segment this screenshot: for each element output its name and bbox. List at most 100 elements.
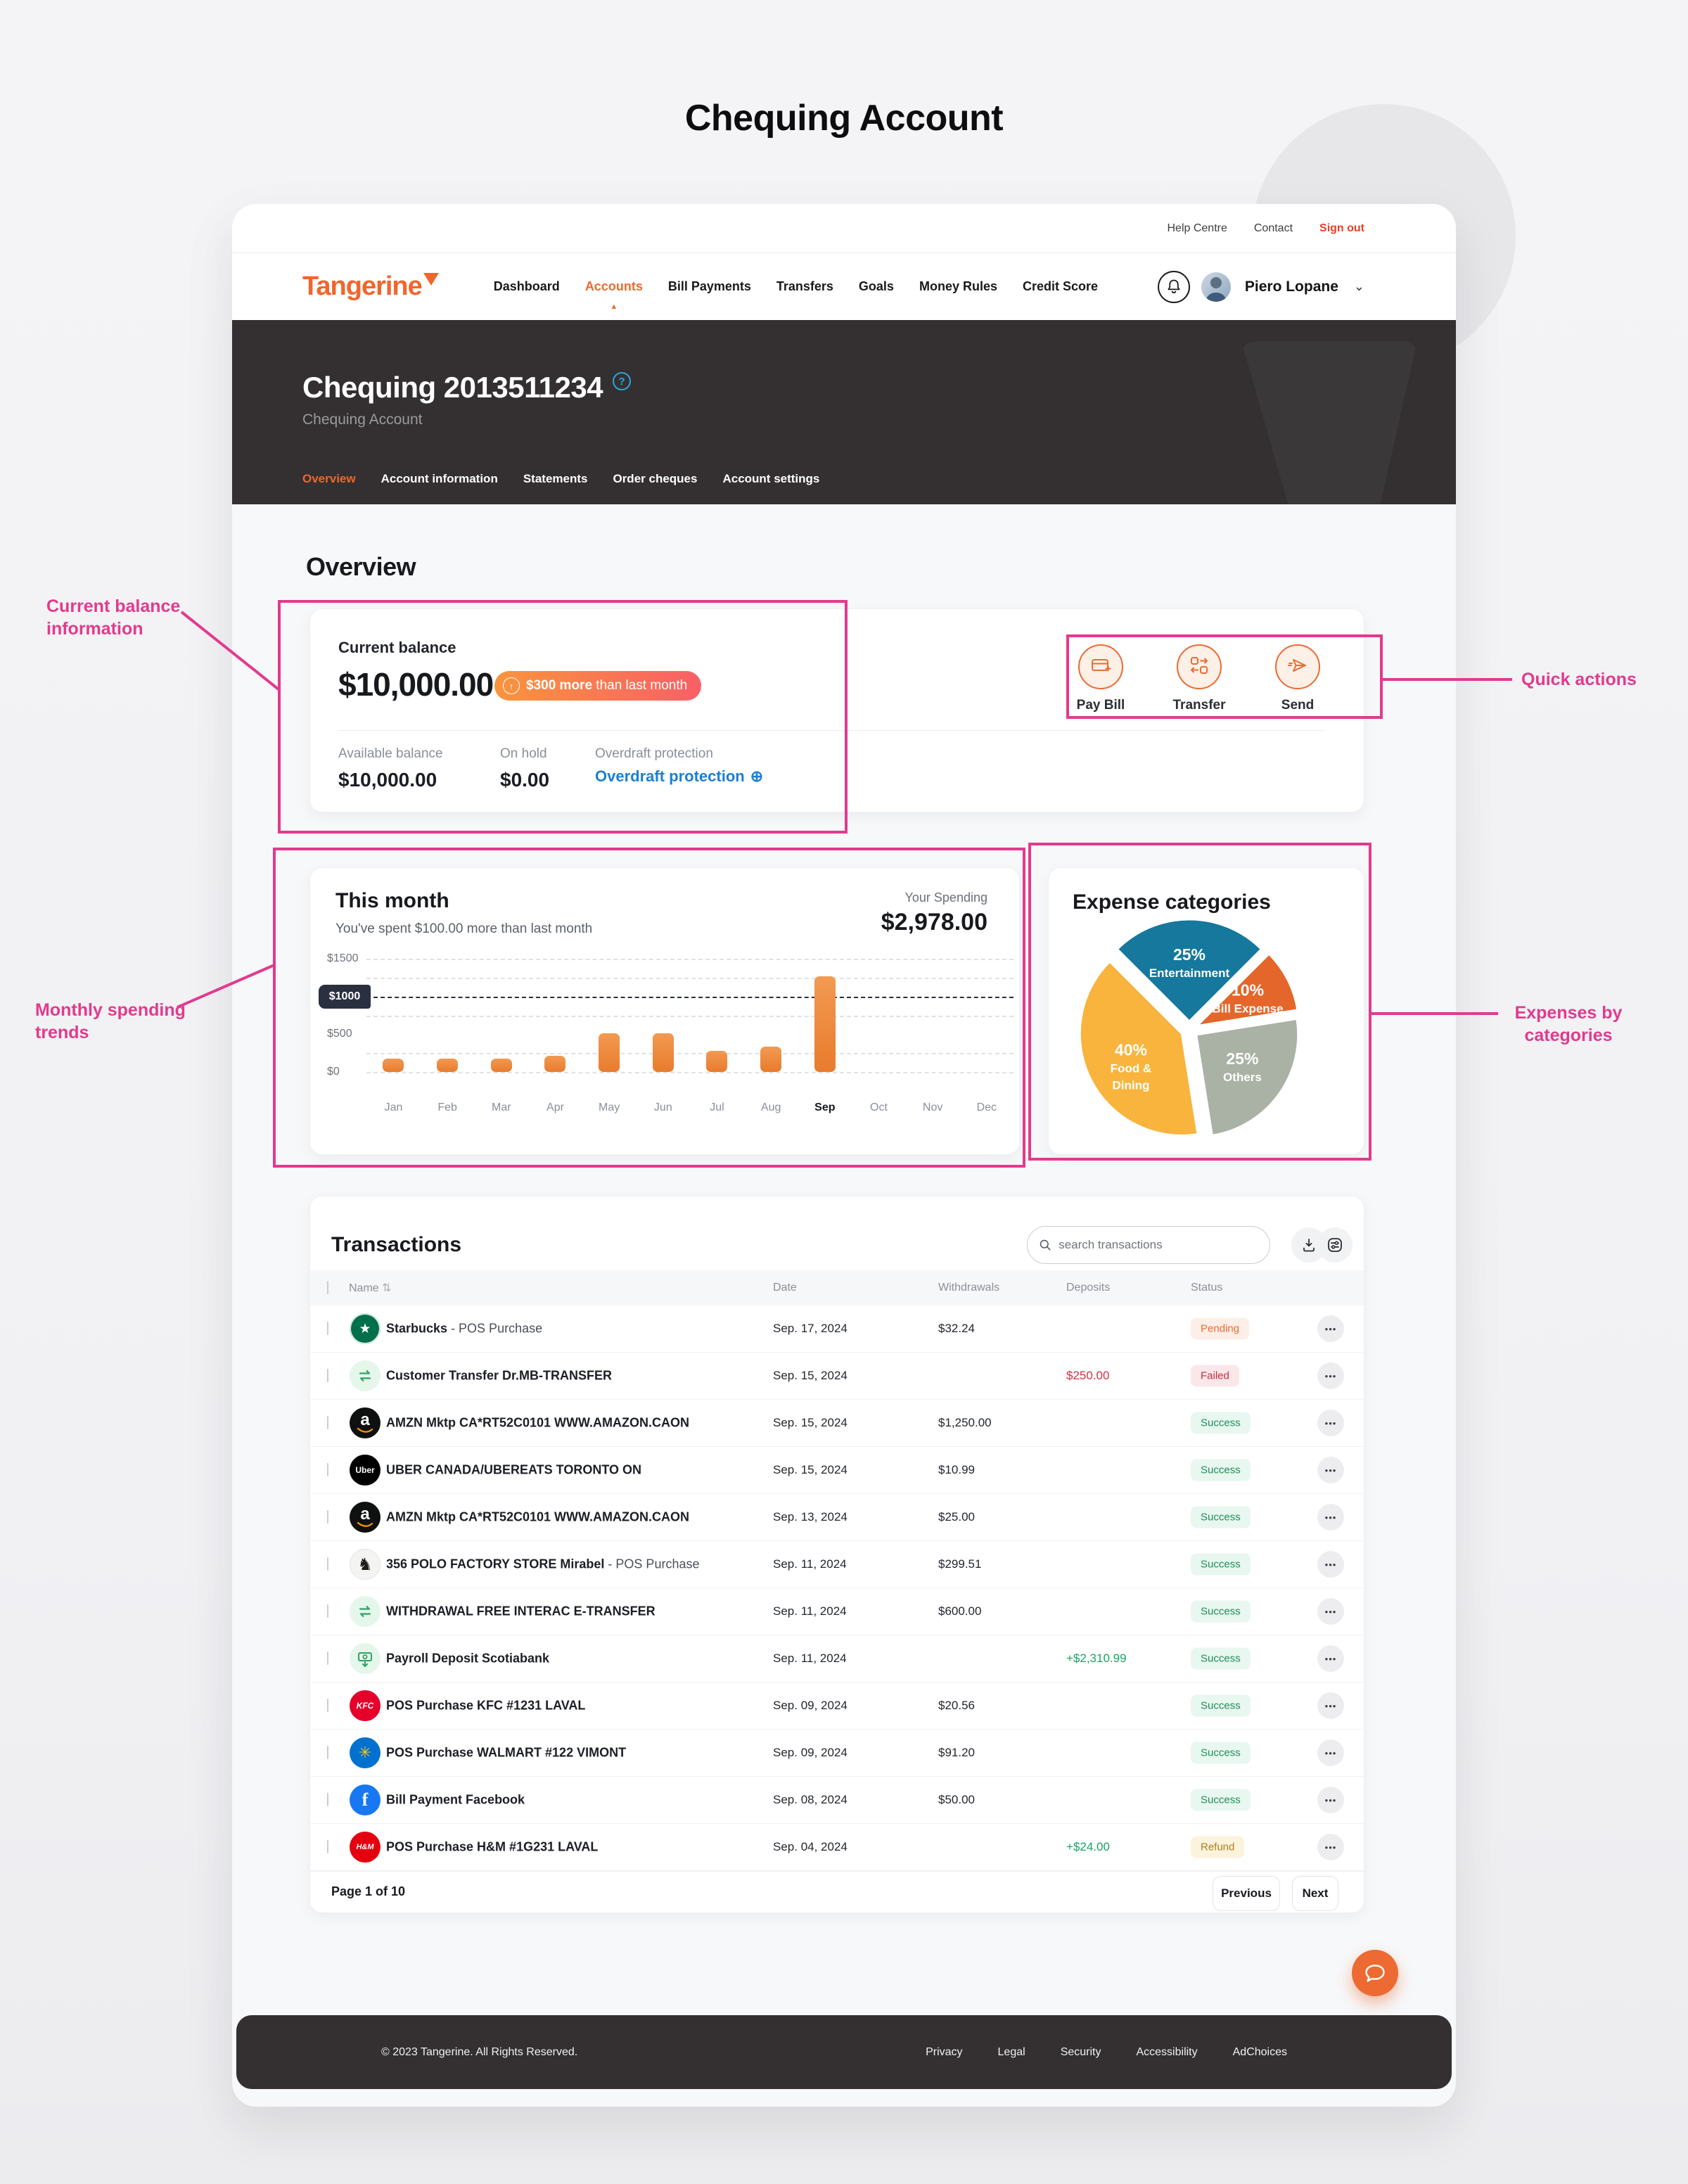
annotation-label-quick-actions: Quick actions	[1521, 670, 1637, 689]
row-checkbox[interactable]	[327, 1463, 328, 1476]
row-more-icon[interactable]: •••	[1317, 1787, 1344, 1813]
transaction-row[interactable]: H&M POS Purchase H&M #1G231 LAVAL Sep. 04,…	[310, 1824, 1364, 1871]
search-transactions-input[interactable]	[1059, 1238, 1258, 1252]
row-more-icon[interactable]: •••	[1317, 1834, 1344, 1860]
sign-out-link[interactable]: Sign out	[1319, 222, 1364, 234]
tangerine-logo[interactable]: Tangerine	[302, 272, 439, 302]
monthly-spending-card: This month You've spent $100.00 more tha…	[309, 867, 1020, 1155]
nav-item-transfers[interactable]: Transfers	[776, 279, 833, 293]
nav-item-goals[interactable]: Goals	[858, 279, 894, 293]
x-tick-feb: Feb	[437, 1101, 457, 1113]
bar-aug	[760, 1046, 781, 1072]
account-tab-order-cheques[interactable]: Order cheques	[613, 472, 698, 485]
transaction-row[interactable]: a AMZN Mktp CA*RT52C0101 WWW.AMAZON.CAON S…	[310, 1494, 1364, 1541]
chat-support-icon[interactable]	[1352, 1950, 1398, 1996]
row-more-icon[interactable]: •••	[1317, 1739, 1344, 1766]
quick-action-send-button[interactable]: Send	[1252, 644, 1343, 713]
account-help-icon[interactable]: ?	[613, 372, 632, 390]
row-more-icon[interactable]: •••	[1317, 1410, 1344, 1436]
status-badge: Refund	[1191, 1836, 1245, 1858]
transaction-row[interactable]: WITHDRAWAL FREE INTERAC E-TRANSFER Sep. 1…	[310, 1588, 1364, 1635]
select-all-checkbox[interactable]	[327, 1281, 328, 1294]
transaction-name: AMZN Mktp CA*RT52C0101 WWW.AMAZON.CAON	[386, 1415, 690, 1430]
nav-item-dashboard[interactable]: Dashboard	[493, 279, 560, 293]
transaction-deposit: +$24.00	[1066, 1840, 1110, 1853]
polo-ralph-lauren-logo-icon: ♞	[350, 1549, 381, 1580]
notifications-bell-icon[interactable]	[1157, 270, 1190, 303]
contact-link[interactable]: Contact	[1253, 222, 1293, 234]
quick-action-pay-bill-button[interactable]: Pay Bill	[1055, 644, 1146, 713]
user-name[interactable]: Piero Lopane	[1244, 278, 1338, 295]
column-header-name[interactable]: Name ⇅	[349, 1282, 392, 1294]
transaction-date: Sep. 15, 2024	[773, 1463, 848, 1476]
nav-item-accounts[interactable]: Accounts	[585, 279, 643, 294]
row-more-icon[interactable]: •••	[1317, 1692, 1344, 1719]
row-checkbox[interactable]	[327, 1604, 328, 1618]
footer-link-adchoices[interactable]: AdChoices	[1232, 2045, 1287, 2058]
row-checkbox[interactable]	[327, 1699, 328, 1712]
transaction-row[interactable]: a AMZN Mktp CA*RT52C0101 WWW.AMAZON.CAON S…	[310, 1400, 1364, 1447]
row-more-icon[interactable]: •••	[1317, 1504, 1344, 1531]
transaction-row[interactable]: Uber UBER CANADA/UBEREATS TORONTO ON Sep. …	[310, 1447, 1364, 1494]
column-header-date: Date	[773, 1282, 797, 1294]
sort-icon[interactable]: ⇅	[382, 1282, 392, 1294]
transaction-date: Sep. 15, 2024	[773, 1369, 848, 1382]
transaction-row[interactable]: ★ Starbucks - POS Purchase Sep. 17, 2024 $3…	[310, 1305, 1364, 1353]
row-checkbox[interactable]	[327, 1840, 328, 1853]
transaction-name: Starbucks - POS Purchase	[386, 1321, 543, 1336]
row-checkbox[interactable]	[327, 1746, 328, 1759]
account-tab-statements[interactable]: Statements	[523, 472, 588, 485]
row-checkbox[interactable]	[327, 1652, 328, 1665]
gridline	[366, 996, 1014, 998]
footer-link-privacy[interactable]: Privacy	[926, 2045, 963, 2058]
pie-label: 25% Others	[1223, 1049, 1262, 1084]
kfc-logo-icon: KFC	[350, 1690, 381, 1721]
status-badge: Success	[1191, 1600, 1251, 1623]
tangerine-watermark-icon	[1241, 341, 1417, 504]
row-more-icon[interactable]: •••	[1317, 1645, 1344, 1672]
account-tab-account-information[interactable]: Account information	[381, 472, 498, 485]
row-more-icon[interactable]: •••	[1317, 1598, 1344, 1625]
overdraft-protection-link[interactable]: Overdraft protection ⊕	[595, 767, 764, 785]
row-checkbox[interactable]	[327, 1369, 328, 1382]
transactions-table-body: ★ Starbucks - POS Purchase Sep. 17, 2024 $3…	[310, 1305, 1364, 1871]
row-checkbox[interactable]	[327, 1557, 328, 1571]
amazon-logo-icon: a	[350, 1407, 381, 1438]
row-more-icon[interactable]: •••	[1317, 1315, 1344, 1342]
previous-page-button[interactable]: Previous	[1213, 1876, 1280, 1911]
row-more-icon[interactable]: •••	[1317, 1457, 1344, 1483]
transactions-table-header: Name ⇅ Date Withdrawals Deposits Status	[310, 1270, 1364, 1305]
row-checkbox[interactable]	[327, 1416, 328, 1429]
transaction-row[interactable]: Payroll Deposit Scotiabank Sep. 11, 2024 +…	[310, 1635, 1364, 1682]
help-centre-link[interactable]: Help Centre	[1167, 222, 1227, 234]
transaction-withdrawal: $25.00	[938, 1510, 975, 1524]
user-menu-chevron-down-icon[interactable]: ⌄	[1353, 279, 1364, 293]
annotation-label-spending: Monthly spending trends	[35, 1000, 186, 1042]
next-page-button[interactable]: Next	[1292, 1876, 1338, 1911]
nav-item-bill-payments[interactable]: Bill Payments	[667, 279, 751, 293]
transaction-row[interactable]: ✳ POS Purchase WALMART #122 VIMONT Sep. 09…	[310, 1730, 1364, 1777]
nav-item-credit-score[interactable]: Credit Score	[1022, 279, 1099, 293]
account-tab-overview[interactable]: Overview	[302, 472, 356, 485]
transaction-row[interactable]: Customer Transfer Dr.MB-TRANSFER Sep. 15,…	[310, 1353, 1364, 1400]
nav-item-money-rules[interactable]: Money Rules	[919, 279, 997, 293]
expense-categories-card: Expense categories 25% Entertainment 10% Bi…	[1048, 867, 1364, 1155]
row-checkbox[interactable]	[327, 1322, 328, 1335]
quick-action-transfer-button[interactable]: Transfer	[1153, 644, 1245, 713]
transaction-row[interactable]: KFC POS Purchase KFC #1231 LAVAL Sep. 09, …	[310, 1682, 1364, 1730]
row-more-icon[interactable]: •••	[1317, 1362, 1344, 1389]
walmart-logo-icon: ✳	[350, 1737, 381, 1768]
row-more-icon[interactable]: •••	[1317, 1551, 1344, 1578]
user-avatar[interactable]	[1201, 272, 1231, 302]
footer-link-accessibility[interactable]: Accessibility	[1136, 2045, 1198, 2058]
row-checkbox[interactable]	[327, 1510, 328, 1524]
account-tab-account-settings[interactable]: Account settings	[722, 472, 820, 485]
bar-feb	[437, 1058, 458, 1072]
footer-link-security[interactable]: Security	[1060, 2045, 1101, 2058]
filter-settings-icon[interactable]	[1317, 1227, 1353, 1263]
row-checkbox[interactable]	[327, 1793, 328, 1806]
transaction-row[interactable]: ♞ 356 POLO FACTORY STORE Mirabel - POS Pu…	[310, 1541, 1364, 1588]
transaction-date: Sep. 13, 2024	[773, 1510, 848, 1524]
footer-link-legal[interactable]: Legal	[997, 2045, 1025, 2058]
transaction-row[interactable]: f Bill Payment Facebook Sep. 08, 2024 $50.0…	[310, 1777, 1364, 1824]
